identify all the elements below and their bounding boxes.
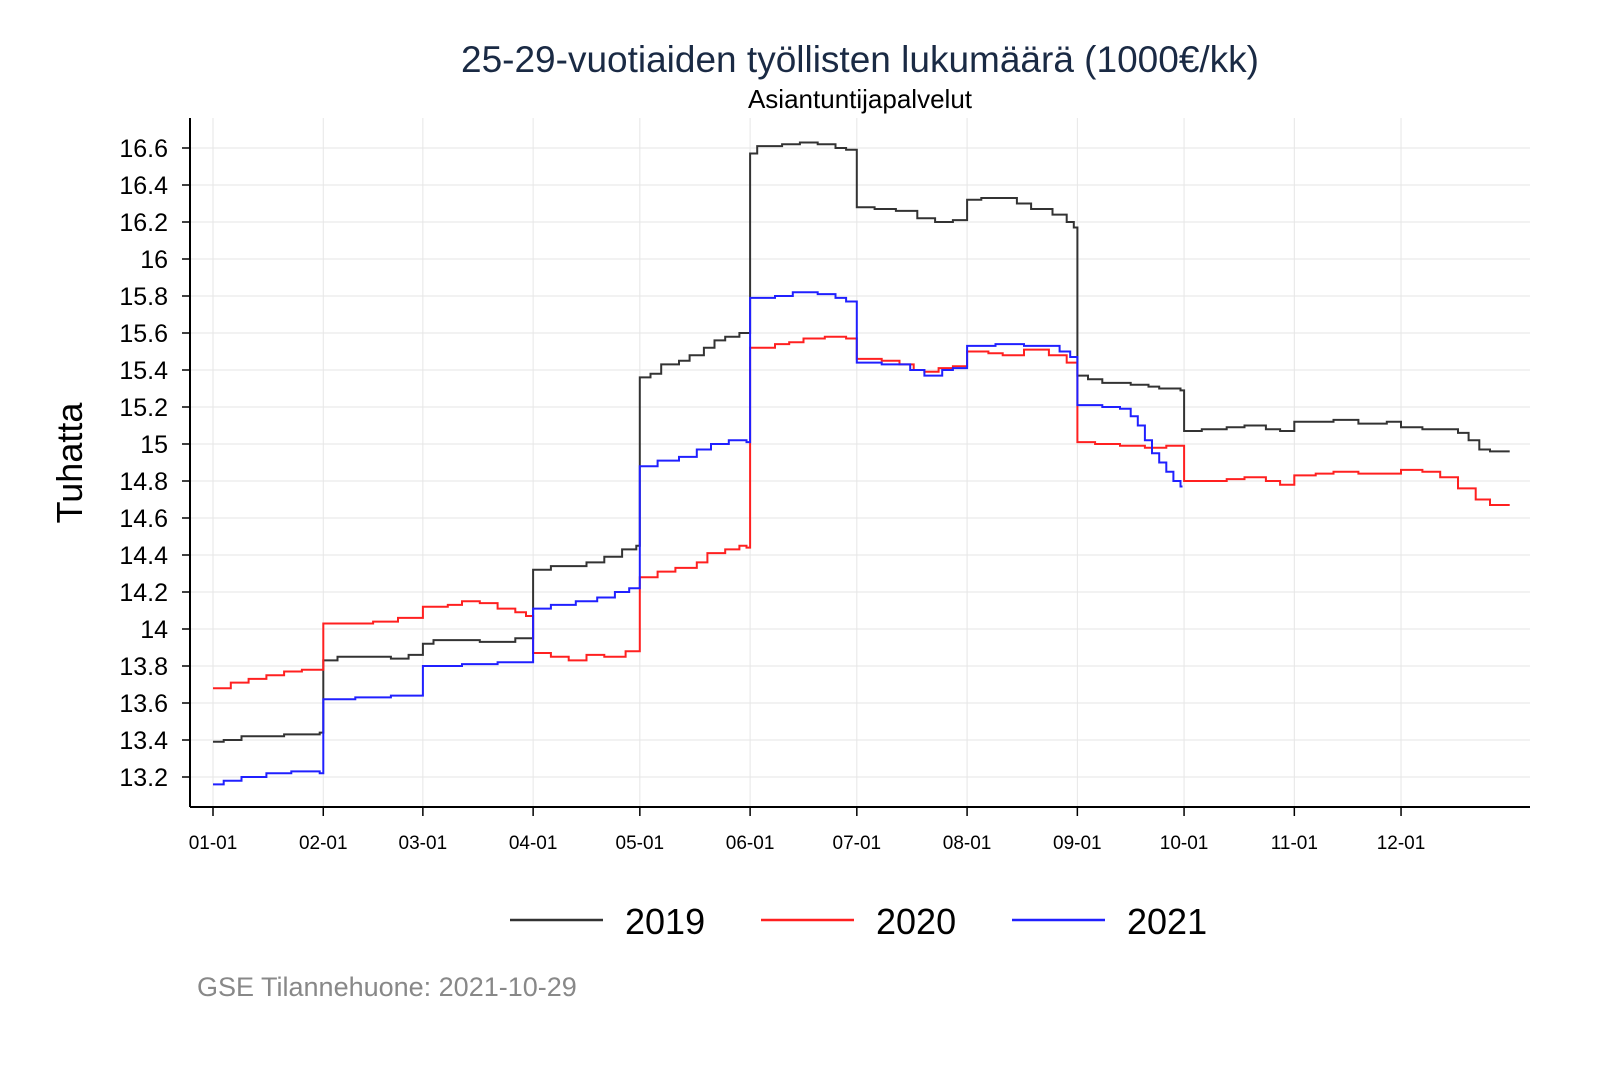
y-tick-label: 13.2 xyxy=(119,764,168,792)
caption: GSE Tilannehuone: 2021-10-29 xyxy=(197,972,577,1002)
x-tick-label: 09-01 xyxy=(1053,833,1102,854)
y-tick-label: 16 xyxy=(140,246,168,274)
x-tick-label: 06-01 xyxy=(726,833,775,854)
legend: 2019 2020 2021 xyxy=(510,901,1207,942)
x-tick-label: 12-01 xyxy=(1377,833,1426,854)
y-tick-label: 13.6 xyxy=(119,690,168,718)
series-lines xyxy=(213,141,1510,786)
x-tick-label: 08-01 xyxy=(943,833,992,854)
x-tick-label: 05-01 xyxy=(616,833,665,854)
y-tick-label: 14 xyxy=(140,616,168,644)
y-axis-label: Tuhatta xyxy=(49,402,90,524)
grid xyxy=(190,118,1530,807)
chart-subtitle: Asiantuntijapalvelut xyxy=(748,84,973,114)
y-tick-label: 15.4 xyxy=(119,357,168,385)
x-tick-label: 10-01 xyxy=(1160,833,1209,854)
legend-label-2020: 2020 xyxy=(876,901,956,942)
y-tick-label: 15 xyxy=(140,431,168,459)
y-tick-label: 13.8 xyxy=(119,653,168,681)
y-tick-label: 14.4 xyxy=(119,542,168,570)
x-tick-label: 11-01 xyxy=(1271,833,1318,854)
y-tick-label: 16.4 xyxy=(119,172,168,200)
y-tick-label: 13.4 xyxy=(119,727,168,755)
series-line-2019 xyxy=(213,141,1510,743)
y-tick-label: 14.6 xyxy=(119,505,168,533)
x-tick-label: 07-01 xyxy=(833,833,882,854)
axes: 13.2 13.4 13.6 13.8 14 14.2 14.4 14.6 14.8 15 15.2… xyxy=(119,118,1530,854)
x-tick-label: 02-01 xyxy=(299,833,348,854)
series-line-2020 xyxy=(213,335,1510,690)
series-line-2021 xyxy=(213,291,1183,786)
legend-label-2021: 2021 xyxy=(1127,901,1207,942)
y-tick-label: 15.2 xyxy=(119,394,168,422)
chart-title: 25-29-vuotiaiden työllisten lukumäärä (1… xyxy=(461,39,1259,80)
y-tick-label: 14.2 xyxy=(119,579,168,607)
legend-label-2019: 2019 xyxy=(625,901,705,942)
y-tick-label: 16.2 xyxy=(119,209,168,237)
x-tick-label: 01-01 xyxy=(189,833,238,854)
y-tick-label: 14.8 xyxy=(119,468,168,496)
x-tick-label: 03-01 xyxy=(399,833,448,854)
y-tick-label: 15.8 xyxy=(119,283,168,311)
x-tick-label: 04-01 xyxy=(509,833,558,854)
y-tick-label: 16.6 xyxy=(119,135,168,163)
y-tick-label: 15.6 xyxy=(119,320,168,348)
